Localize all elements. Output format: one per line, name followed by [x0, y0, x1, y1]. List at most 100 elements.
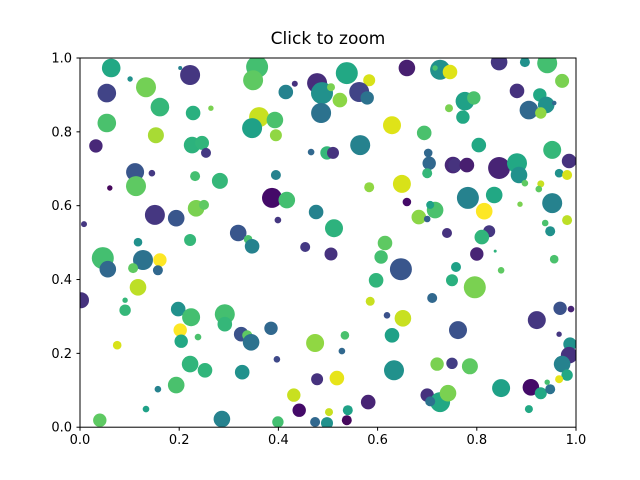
- scatter-point[interactable]: [475, 202, 493, 220]
- scatter-point[interactable]: [129, 279, 147, 296]
- scatter-point[interactable]: [81, 221, 87, 228]
- scatter-point[interactable]: [89, 139, 103, 153]
- scatter-point[interactable]: [549, 254, 559, 264]
- scatter-point[interactable]: [459, 157, 475, 173]
- scatter-point[interactable]: [519, 100, 539, 120]
- scatter-point[interactable]: [553, 301, 567, 315]
- scatter-point[interactable]: [325, 408, 333, 417]
- scatter-point[interactable]: [324, 247, 338, 261]
- scatter-point[interactable]: [122, 297, 128, 303]
- scatter-point[interactable]: [521, 179, 529, 187]
- scatter-point[interactable]: [490, 54, 508, 71]
- scatter-point[interactable]: [97, 83, 117, 103]
- scatter-point[interactable]: [306, 334, 325, 352]
- scatter-point[interactable]: [445, 104, 453, 113]
- scatter-point[interactable]: [325, 219, 343, 238]
- scatter-point[interactable]: [471, 137, 487, 153]
- scatter-point[interactable]: [173, 323, 187, 337]
- scatter-point[interactable]: [527, 311, 546, 330]
- scatter-point[interactable]: [551, 100, 557, 106]
- scatter-point[interactable]: [197, 363, 213, 378]
- scatter-point[interactable]: [555, 375, 564, 384]
- scatter-point[interactable]: [389, 258, 412, 281]
- scatter-point[interactable]: [73, 292, 89, 309]
- scatter-point[interactable]: [544, 379, 550, 385]
- scatter-point[interactable]: [422, 168, 433, 179]
- scatter-point[interactable]: [517, 201, 523, 207]
- scatter-point[interactable]: [402, 197, 412, 207]
- scatter-point[interactable]: [383, 312, 391, 319]
- scatter-point[interactable]: [423, 215, 431, 223]
- scatter-point[interactable]: [463, 276, 486, 299]
- scatter-point[interactable]: [174, 334, 188, 348]
- scatter-point[interactable]: [195, 135, 209, 150]
- scatter-point[interactable]: [365, 296, 375, 306]
- scatter-point[interactable]: [97, 113, 117, 133]
- scatter-points-layer[interactable]: [73, 53, 577, 429]
- scatter-point[interactable]: [340, 331, 350, 340]
- scatter-point[interactable]: [535, 185, 543, 193]
- scatter-point[interactable]: [148, 169, 156, 177]
- scatter-point[interactable]: [425, 396, 436, 407]
- scatter-point[interactable]: [154, 385, 162, 393]
- scatter-point[interactable]: [278, 191, 296, 209]
- scatter-point[interactable]: [493, 249, 497, 253]
- scatter-point[interactable]: [363, 74, 376, 87]
- scatter-point[interactable]: [554, 168, 564, 178]
- scatter-point[interactable]: [534, 387, 547, 400]
- scatter-point[interactable]: [243, 70, 264, 91]
- scatter-point[interactable]: [545, 226, 556, 237]
- scatter-point[interactable]: [266, 111, 284, 129]
- scatter-point[interactable]: [181, 355, 199, 373]
- scatter-point[interactable]: [213, 410, 231, 428]
- scatter-point[interactable]: [360, 91, 374, 105]
- scatter-point[interactable]: [112, 340, 122, 350]
- scatter-point[interactable]: [152, 265, 163, 276]
- scatter-point[interactable]: [184, 234, 197, 246]
- scatter-point[interactable]: [264, 321, 278, 335]
- scatter-point[interactable]: [555, 73, 570, 88]
- scatter-point[interactable]: [474, 229, 490, 245]
- scatter-point[interactable]: [342, 405, 353, 416]
- scatter-point[interactable]: [430, 357, 444, 371]
- scatter-point[interactable]: [439, 384, 457, 402]
- scatter-point[interactable]: [292, 403, 306, 417]
- scatter-point[interactable]: [543, 140, 562, 159]
- scatter-point[interactable]: [451, 262, 461, 272]
- scatter-point[interactable]: [542, 193, 563, 214]
- scatter-point[interactable]: [329, 370, 345, 386]
- scatter-point[interactable]: [170, 301, 186, 317]
- scatter-point[interactable]: [167, 209, 185, 227]
- scatter-point[interactable]: [567, 305, 575, 313]
- scatter-point[interactable]: [470, 247, 484, 261]
- scatter-point[interactable]: [383, 116, 401, 135]
- scatter-point[interactable]: [119, 304, 131, 316]
- scatter-point[interactable]: [394, 310, 412, 327]
- scatter-point[interactable]: [321, 417, 333, 429]
- scatter-point[interactable]: [272, 416, 284, 428]
- scatter-point[interactable]: [535, 107, 547, 119]
- scatter-point[interactable]: [144, 204, 165, 225]
- scatter-point[interactable]: [537, 180, 545, 188]
- scatter-point[interactable]: [442, 64, 458, 80]
- scatter-point[interactable]: [392, 174, 411, 193]
- scatter-point[interactable]: [332, 92, 348, 108]
- scatter-point[interactable]: [562, 215, 573, 226]
- scatter-point[interactable]: [133, 250, 153, 270]
- scatter-point[interactable]: [167, 376, 185, 394]
- scatter-point[interactable]: [185, 105, 201, 121]
- scatter-point[interactable]: [422, 156, 436, 170]
- scatter-point[interactable]: [107, 185, 113, 191]
- scatter-point[interactable]: [147, 127, 164, 144]
- scatter-point[interactable]: [426, 200, 435, 209]
- scatter-point[interactable]: [182, 308, 201, 327]
- scatter-point[interactable]: [136, 77, 156, 98]
- scatter-point[interactable]: [178, 66, 183, 70]
- scatter-point[interactable]: [150, 97, 170, 117]
- scatter-point[interactable]: [308, 204, 324, 220]
- scatter-point[interactable]: [142, 405, 150, 413]
- scatter-point[interactable]: [416, 125, 432, 141]
- scatter-point[interactable]: [561, 369, 573, 381]
- scatter-point[interactable]: [273, 356, 281, 363]
